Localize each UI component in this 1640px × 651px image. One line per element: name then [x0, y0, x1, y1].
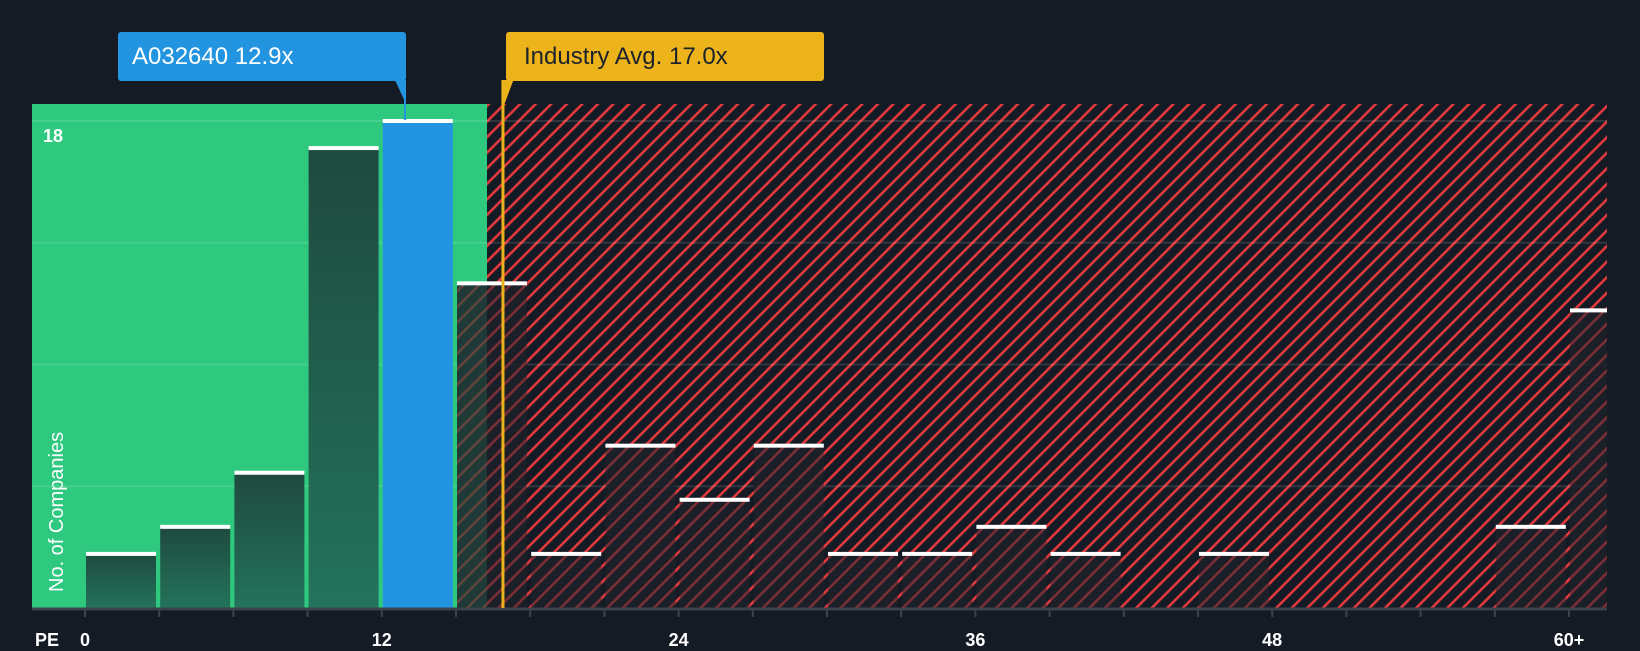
- bar-cap: [753, 443, 824, 448]
- histogram-bar: [902, 553, 973, 608]
- x-tick-label: 12: [371, 630, 392, 650]
- bar-cap: [531, 551, 602, 556]
- histogram-bar: [1570, 310, 1607, 608]
- bar-cap: [679, 497, 750, 502]
- histogram-bar: [976, 526, 1047, 608]
- histogram-bar: [605, 445, 676, 608]
- histogram-bar: [828, 553, 898, 608]
- bar-cap: [1050, 551, 1121, 556]
- bar-cap: [902, 551, 973, 556]
- bar-cap: [1495, 524, 1566, 529]
- company-pe-pointer: [395, 80, 406, 104]
- histogram-bar: [1050, 553, 1121, 608]
- bar-cap: [308, 146, 379, 151]
- histogram-bar: [308, 148, 379, 609]
- bar-cap: [457, 281, 527, 286]
- industry-avg-pointer: [501, 80, 514, 104]
- industry-avg-callout: Industry Avg. 17.0x: [506, 32, 824, 81]
- x-axis-prefix: PE: [35, 630, 60, 650]
- x-tick-label: 24: [668, 630, 689, 650]
- histogram-bar: [160, 526, 231, 608]
- bar-cap: [86, 551, 156, 556]
- company-pe-label: A032640 12.9x: [132, 43, 294, 70]
- x-tick-label: 0: [79, 630, 91, 650]
- histogram-bar: [679, 499, 750, 608]
- company-pe-line: [404, 80, 406, 120]
- highlight-bar: [382, 121, 453, 608]
- bar-cap: [382, 119, 453, 123]
- bar-cap: [160, 524, 231, 529]
- industry-avg-line: [501, 84, 505, 608]
- histogram-bar: [531, 553, 602, 608]
- histogram-bar: [753, 445, 824, 608]
- bar-cap: [976, 524, 1047, 529]
- x-tick-label: 36: [965, 630, 986, 650]
- histogram-bar: [457, 283, 527, 608]
- histogram-bar: [234, 472, 305, 608]
- y-max-label: 18: [43, 126, 64, 146]
- bar-cap: [605, 443, 676, 448]
- bar-cap: [1199, 551, 1269, 556]
- bar-cap: [828, 551, 898, 556]
- histogram-bar: [1495, 526, 1566, 608]
- y-axis-label: No. of Companies: [46, 431, 68, 592]
- industry-avg-label: Industry Avg. 17.0x: [524, 43, 728, 70]
- bar-cap: [1570, 308, 1607, 313]
- histogram-bar: [1199, 553, 1269, 608]
- x-tick-label: 60+: [1553, 630, 1585, 650]
- histogram-bar: [86, 553, 156, 608]
- x-tick-label: 48: [1262, 630, 1283, 650]
- company-pe-callout: A032640 12.9x: [118, 32, 406, 81]
- bar-cap: [234, 470, 305, 475]
